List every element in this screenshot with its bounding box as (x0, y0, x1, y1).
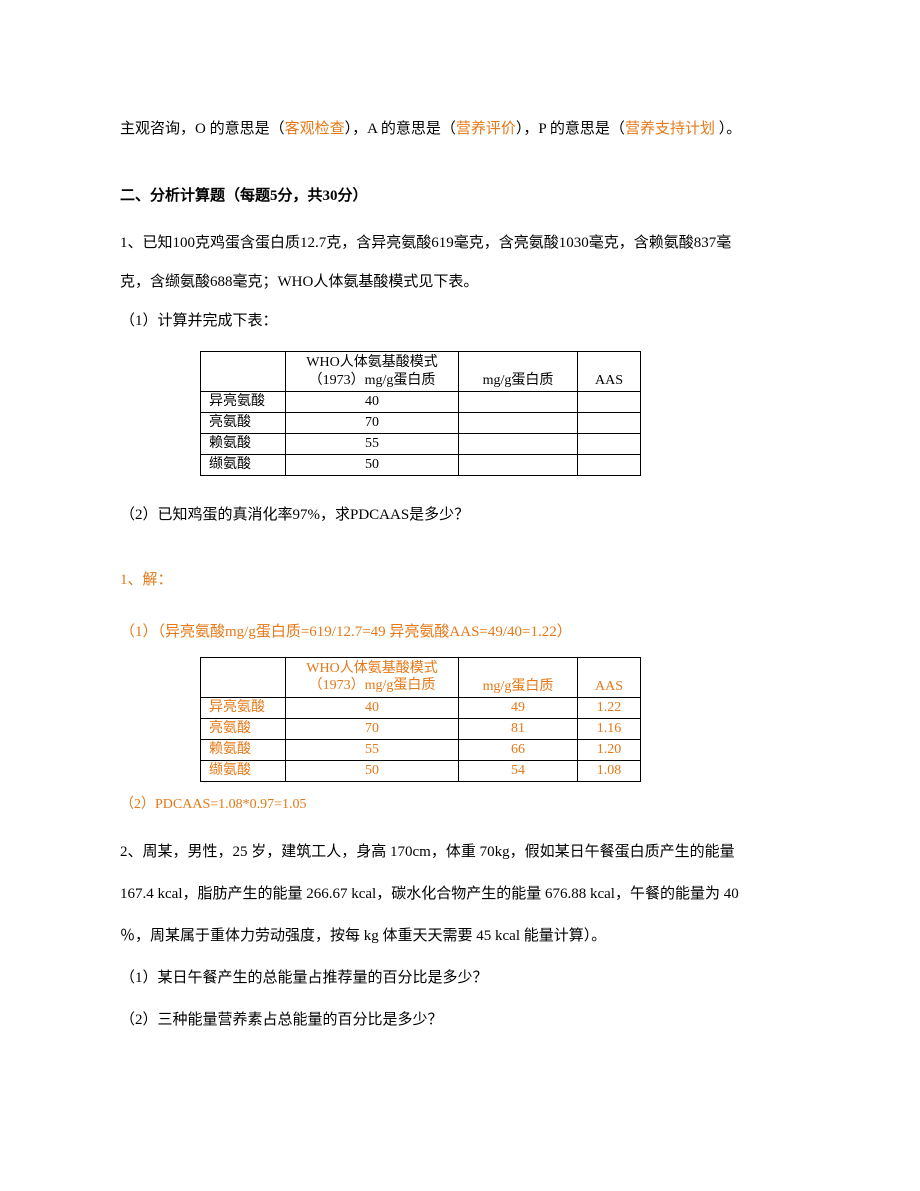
q2-p1: 2、周某，男性，25 岁，建筑工人，身高 170cm，体重 70kg，假如某日午… (120, 831, 800, 873)
cell-label: 缬氨酸 (201, 760, 286, 781)
table-row: WHO人体氨基酸模式 （1973）mg/g蛋白质 mg/g蛋白质 AAS (201, 352, 641, 392)
cell-label: 异亮氨酸 (201, 697, 286, 718)
cell-label: 异亮氨酸 (201, 392, 286, 413)
cell-label: 赖氨酸 (201, 739, 286, 760)
cell-mg: 66 (459, 739, 578, 760)
th-aas: AAS (578, 657, 641, 697)
cell-who: 70 (286, 413, 459, 434)
table-row: 亮氨酸 70 (201, 413, 641, 434)
cell-who: 50 (286, 760, 459, 781)
cell-label: 亮氨酸 (201, 413, 286, 434)
th-who: WHO人体氨基酸模式 （1973）mg/g蛋白质 (286, 352, 459, 392)
q1-sub2: （2）已知鸡蛋的真消化率97%，求PDCAAS是多少？ (120, 496, 800, 535)
cell-who: 70 (286, 718, 459, 739)
cell-who: 55 (286, 739, 459, 760)
amino-table-1: WHO人体氨基酸模式 （1973）mg/g蛋白质 mg/g蛋白质 AAS 异亮氨… (200, 351, 641, 476)
q2-s1: （1）某日午餐产生的总能量占推荐量的百分比是多少？ (120, 957, 800, 999)
top-t1: 主观咨询，O 的意思是（ (120, 121, 285, 137)
cell-label: 缬氨酸 (201, 455, 286, 476)
cell-mg: 54 (459, 760, 578, 781)
top-p: 营养支持计划 (625, 121, 715, 137)
cell-who: 50 (286, 455, 459, 476)
table-row: 缬氨酸 50 (201, 455, 641, 476)
cell-aas (578, 392, 641, 413)
q1-p2: 克，含缬氨酸688毫克；WHO人体氨基酸模式见下表。 (120, 263, 800, 302)
cell-aas: 1.16 (578, 718, 641, 739)
cell-mg: 49 (459, 697, 578, 718)
answer-line-1: （1）（异亮氨酸mg/g蛋白质=619/12.7=49 异亮氨酸AAS=49/4… (120, 618, 800, 647)
th-who-l1: WHO人体氨基酸模式 (306, 661, 437, 676)
q2-p3: ％，周某属于重体力劳动强度，按每 kg 体重天天需要 45 kcal 能量计算）… (120, 915, 800, 957)
section-2-title: 二、分析计算题（每题5分，共30分） (120, 177, 800, 216)
th-mg: mg/g蛋白质 (459, 657, 578, 697)
th-mg: mg/g蛋白质 (459, 352, 578, 392)
cell-mg (459, 413, 578, 434)
cell-who: 40 (286, 392, 459, 413)
amino-table-2: WHO人体氨基酸模式 （1973）mg/g蛋白质 mg/g蛋白质 AAS 异亮氨… (200, 657, 641, 782)
table-row: 异亮氨酸 40 49 1.22 (201, 697, 641, 718)
cell-aas: 1.08 (578, 760, 641, 781)
th-who: WHO人体氨基酸模式 （1973）mg/g蛋白质 (286, 657, 459, 697)
top-t3: ），P 的意思是（ (516, 121, 625, 137)
answer-tag: 1、解： (120, 561, 800, 600)
th-aas: AAS (578, 352, 641, 392)
cell-who: 40 (286, 697, 459, 718)
table-row: WHO人体氨基酸模式 （1973）mg/g蛋白质 mg/g蛋白质 AAS (201, 657, 641, 697)
table-row: 赖氨酸 55 (201, 434, 641, 455)
th-blank (201, 657, 286, 697)
table-row: 缬氨酸 50 54 1.08 (201, 760, 641, 781)
cell-who: 55 (286, 434, 459, 455)
th-blank (201, 352, 286, 392)
q1-sub1: （1）计算并完成下表： (120, 302, 800, 341)
cell-mg (459, 455, 578, 476)
cell-aas (578, 413, 641, 434)
table-row: 赖氨酸 55 66 1.20 (201, 739, 641, 760)
table-row: 亮氨酸 70 81 1.16 (201, 718, 641, 739)
q2-p2: 167.4 kcal，脂肪产生的能量 266.67 kcal，碳水化合物产生的能… (120, 873, 800, 915)
cell-label: 赖氨酸 (201, 434, 286, 455)
cell-aas (578, 455, 641, 476)
cell-aas: 1.22 (578, 697, 641, 718)
top-a: 营养评价 (456, 121, 516, 137)
cell-mg (459, 392, 578, 413)
pdcaas-line: （2）PDCAAS=1.08*0.97=1.05 (120, 792, 800, 817)
cell-aas (578, 434, 641, 455)
q2: 2、周某，男性，25 岁，建筑工人，身高 170cm，体重 70kg，假如某日午… (120, 831, 800, 1041)
cell-aas: 1.20 (578, 739, 641, 760)
top-paragraph: 主观咨询，O 的意思是（客观检查），A 的意思是（营养评价），P 的意思是（营养… (120, 110, 800, 149)
table-row: 异亮氨酸 40 (201, 392, 641, 413)
page: 主观咨询，O 的意思是（客观检查），A 的意思是（营养评价），P 的意思是（营养… (0, 0, 920, 1191)
top-o: 客观检查 (285, 121, 345, 137)
th-who-l2: （1973）mg/g蛋白质 (309, 678, 436, 693)
top-t2: ），A 的意思是（ (345, 121, 456, 137)
q2-s2: （2）三种能量营养素占总能量的百分比是多少？ (120, 999, 800, 1041)
top-t4: ）。 (715, 121, 741, 137)
th-who-l1: WHO人体氨基酸模式 (306, 355, 437, 370)
th-who-l2: （1973）mg/g蛋白质 (309, 373, 436, 388)
cell-mg (459, 434, 578, 455)
cell-label: 亮氨酸 (201, 718, 286, 739)
cell-mg: 81 (459, 718, 578, 739)
q1-p1: 1、已知100克鸡蛋含蛋白质12.7克，含异亮氨酸619毫克，含亮氨酸1030毫… (120, 224, 800, 263)
